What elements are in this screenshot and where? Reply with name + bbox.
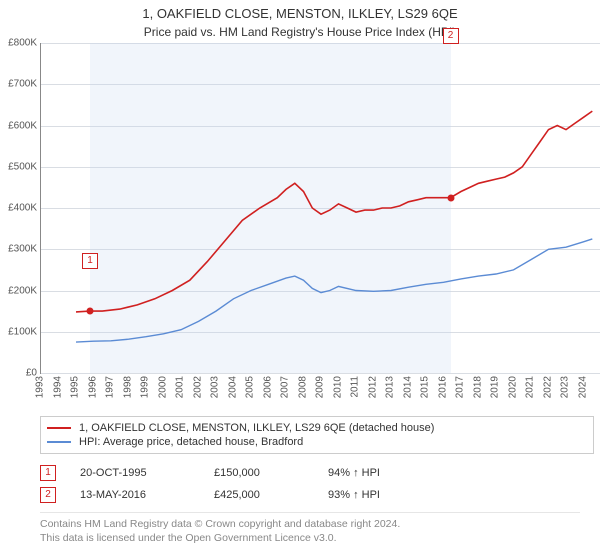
sales-badge: 1: [40, 465, 56, 481]
x-tick-label: 2002: [192, 376, 203, 398]
series-svg: [41, 43, 600, 373]
x-tick-label: 2008: [297, 376, 308, 398]
x-tick-label: 2017: [455, 376, 466, 398]
y-tick-label: £800K: [0, 38, 37, 49]
sale-marker-badge: 1: [82, 253, 98, 269]
x-tick-label: 2000: [157, 376, 168, 398]
chart-container: 1, OAKFIELD CLOSE, MENSTON, ILKLEY, LS29…: [0, 0, 600, 545]
x-tick-label: 2005: [245, 376, 256, 398]
sales-badge: 2: [40, 487, 56, 503]
x-tick-label: 1995: [70, 376, 81, 398]
x-axis-labels: 1993199419951996199719981999200020012002…: [40, 374, 600, 408]
y-tick-label: £100K: [0, 326, 37, 337]
legend-row: HPI: Average price, detached house, Brad…: [47, 435, 587, 449]
x-tick-label: 2012: [367, 376, 378, 398]
legend-box: 1, OAKFIELD CLOSE, MENSTON, ILKLEY, LS29…: [40, 416, 594, 454]
sales-hpi: 93% ↑ HPI: [328, 489, 418, 501]
sales-date: 20-OCT-1995: [80, 467, 190, 479]
x-tick-label: 2023: [560, 376, 571, 398]
y-tick-label: £600K: [0, 120, 37, 131]
x-tick-label: 2014: [402, 376, 413, 398]
y-tick-label: £0: [0, 368, 37, 379]
x-tick-label: 1996: [87, 376, 98, 398]
sales-date: 13-MAY-2016: [80, 489, 190, 501]
footer-note: Contains HM Land Registry data © Crown c…: [40, 512, 580, 545]
x-tick-label: 2015: [420, 376, 431, 398]
x-tick-label: 1998: [122, 376, 133, 398]
legend-label: 1, OAKFIELD CLOSE, MENSTON, ILKLEY, LS29…: [79, 422, 434, 434]
sales-price: £150,000: [214, 467, 304, 479]
series-hpi: [76, 239, 592, 342]
series-property: [76, 111, 592, 312]
x-tick-label: 2010: [332, 376, 343, 398]
x-tick-label: 1997: [105, 376, 116, 398]
legend-row: 1, OAKFIELD CLOSE, MENSTON, ILKLEY, LS29…: [47, 421, 587, 435]
x-tick-label: 2007: [280, 376, 291, 398]
x-tick-label: 2022: [542, 376, 553, 398]
chart-subtitle: Price paid vs. HM Land Registry's House …: [0, 25, 600, 39]
sale-marker-dot: [87, 308, 94, 315]
x-tick-label: 2006: [262, 376, 273, 398]
sales-hpi: 94% ↑ HPI: [328, 467, 418, 479]
x-tick-label: 2019: [490, 376, 501, 398]
x-tick-label: 2024: [577, 376, 588, 398]
chart-title-address: 1, OAKFIELD CLOSE, MENSTON, ILKLEY, LS29…: [0, 6, 600, 21]
y-tick-label: £200K: [0, 285, 37, 296]
x-tick-label: 2004: [227, 376, 238, 398]
footer-line2: This data is licensed under the Open Gov…: [40, 531, 580, 545]
x-tick-label: 2020: [507, 376, 518, 398]
x-tick-label: 1999: [140, 376, 151, 398]
sales-row: 2 13-MAY-2016 £425,000 93% ↑ HPI: [40, 484, 580, 506]
y-tick-label: £300K: [0, 244, 37, 255]
x-tick-label: 2018: [472, 376, 483, 398]
sales-table: 1 20-OCT-1995 £150,000 94% ↑ HPI 2 13-MAY-201…: [40, 462, 580, 506]
x-tick-label: 2013: [385, 376, 396, 398]
x-tick-label: 1994: [52, 376, 63, 398]
sale-marker-dot: [447, 194, 454, 201]
legend-swatch: [47, 427, 71, 429]
y-tick-label: £500K: [0, 161, 37, 172]
title-block: 1, OAKFIELD CLOSE, MENSTON, ILKLEY, LS29…: [0, 0, 600, 43]
sale-marker-badge: 2: [443, 28, 459, 44]
legend-label: HPI: Average price, detached house, Brad…: [79, 436, 303, 448]
x-tick-label: 2011: [350, 376, 361, 398]
sales-price: £425,000: [214, 489, 304, 501]
footer-line1: Contains HM Land Registry data © Crown c…: [40, 517, 580, 531]
y-tick-label: £700K: [0, 79, 37, 90]
x-tick-label: 1993: [35, 376, 46, 398]
plot-area: £0£100K£200K£300K£400K£500K£600K£700K£80…: [40, 43, 600, 374]
x-tick-label: 2009: [315, 376, 326, 398]
x-tick-label: 2016: [437, 376, 448, 398]
legend-swatch: [47, 441, 71, 443]
x-tick-label: 2021: [525, 376, 536, 398]
y-tick-label: £400K: [0, 203, 37, 214]
x-tick-label: 2003: [210, 376, 221, 398]
x-tick-label: 2001: [175, 376, 186, 398]
sales-row: 1 20-OCT-1995 £150,000 94% ↑ HPI: [40, 462, 580, 484]
